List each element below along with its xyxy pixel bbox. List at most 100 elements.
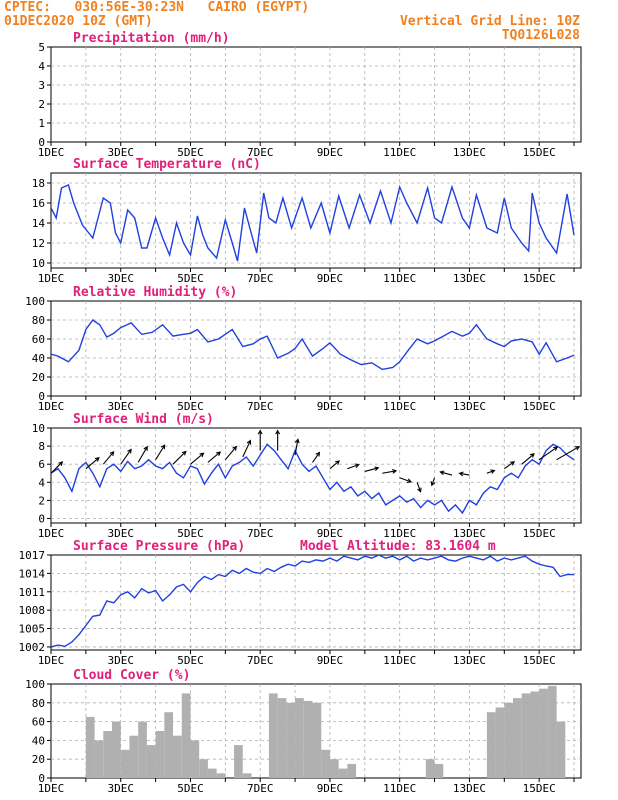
panel-1: 0 1 2 3 4 5 1DEC 3DEC 5DEC 7DEC 9DEC 11DEC 13DEC 15DE… [38,31,582,159]
y-tick-label: 1008 [19,604,46,617]
x-tick-label: 5DEC [177,400,204,413]
cloud-bar [486,712,496,778]
x-tick-label: 1DEC [38,272,65,285]
wind-arrowhead [181,450,187,456]
x-tick-label: 7DEC [247,272,274,285]
y-tick-label: 3 [38,79,45,92]
cloud-bar [173,735,182,778]
header-grid-line: Vertical Grid Line: 10Z [399,14,580,29]
cloud-bar [425,759,435,778]
wind-arrowhead [458,471,464,477]
y-tick-label: 20 [32,753,45,766]
cloud-bar [286,702,296,778]
panel-title: Surface Pressure (hPa) [73,539,245,554]
panel-annotation: Model Altitude: 83.1604 m [300,539,496,554]
wind-arrow [50,461,63,474]
cloud-bar [303,700,313,778]
x-tick-label: 3DEC [107,272,134,285]
cloud-bar [547,685,557,778]
wind-arrow [459,472,470,476]
y-tick-label: 60 [32,333,45,346]
cloud-bar [295,698,304,778]
y-tick-label: 1014 [19,567,46,580]
wind-arrow [312,452,320,463]
wind-arrow [190,452,204,465]
cloud-bar [521,693,531,778]
wind-arrow [172,451,187,465]
wind-arrowhead [575,446,581,451]
cloud-bar [329,759,339,778]
panel-3: 0 20 40 60 80 100 1DEC 3DEC 5DEC 7DEC 9DEC 11DEC 13D… [25,285,582,413]
wind-arrowhead [490,469,496,474]
panel-title: Cloud Cover (%) [73,668,190,683]
panel-6: 0 20 40 60 80 100 1DEC 3DEC 5DEC 7DEC 9DEC 11DEC 13D… [25,668,582,795]
y-tick-label: 10 [32,257,45,270]
wind-arrowhead [374,466,380,471]
wind-arrowhead [315,451,321,457]
cloud-bar [312,702,322,778]
y-tick-label: 20 [32,371,45,384]
x-tick-label: 5DEC [177,654,204,667]
wind-arrow [399,477,412,483]
cloud-bar [338,768,348,778]
wind-arrow [416,482,422,492]
wind-arrow [382,470,397,474]
panel-2: 10 12 14 16 18 1DEC 3DEC 5DEC 7DEC 9DEC 11DEC 13DEC… [32,157,582,285]
y-tick-label: 80 [32,314,45,327]
y-tick-label: 2 [38,494,45,507]
y-tick-label: 40 [32,352,45,365]
x-tick-label: 7DEC [247,146,274,159]
plot-frame [50,172,582,269]
panel-title: Precipitation (mm/h) [73,31,230,46]
x-tick-label: 9DEC [317,654,344,667]
cloud-bar [181,693,191,778]
wind-arrowhead [257,429,263,435]
x-tick-label: 15DEC [523,400,556,413]
x-tick-label: 5DEC [177,782,204,795]
cloud-bar [216,773,226,778]
cloud-bar [164,712,174,778]
plot-frame [50,46,582,143]
cloud-bar [242,773,252,778]
cloud-bar [138,721,147,778]
y-tick-label: 60 [32,716,45,729]
panel-title: Surface Wind (m/s) [73,412,214,427]
cloud-bar [199,759,208,778]
wind-arrowhead [294,438,300,444]
y-tick-label: 6 [38,458,45,471]
y-tick-label: 16 [32,197,45,210]
y-tick-label: 1002 [19,641,46,654]
y-tick-label: 10 [32,422,45,435]
wind-arrow [503,461,515,470]
plot-frame [50,427,582,524]
panel-title: Surface Temperature (nC) [73,157,261,172]
x-tick-label: 15DEC [523,527,556,540]
cloud-bar [321,749,330,778]
x-tick-label: 1DEC [38,782,65,795]
y-tick-label: 18 [32,177,45,190]
x-tick-label: 9DEC [317,146,344,159]
wind-arrowhead [160,444,166,450]
cloud-bar [129,735,139,778]
y-tick-label: 1005 [19,623,46,636]
x-tick-label: 15DEC [523,272,556,285]
x-tick-label: 13DEC [453,272,486,285]
cloud-bar [347,763,357,778]
wind-arrowhead [335,460,340,465]
x-tick-label: 9DEC [317,272,344,285]
cloud-bar [539,688,548,778]
wind-arrow [440,471,453,476]
wind-arrow [102,451,115,465]
x-tick-label: 3DEC [107,782,134,795]
cloud-bar [504,702,514,778]
wind-arrow [120,449,132,465]
series-line [51,184,575,262]
wind-arrowhead [510,461,516,466]
x-tick-label: 11DEC [383,527,416,540]
wind-arrow [521,453,535,465]
cloud-bar [112,721,121,778]
wind-arrow [155,444,166,460]
cloud-bar [513,698,522,778]
wind-arrow [207,451,221,463]
x-tick-label: 3DEC [107,400,134,413]
